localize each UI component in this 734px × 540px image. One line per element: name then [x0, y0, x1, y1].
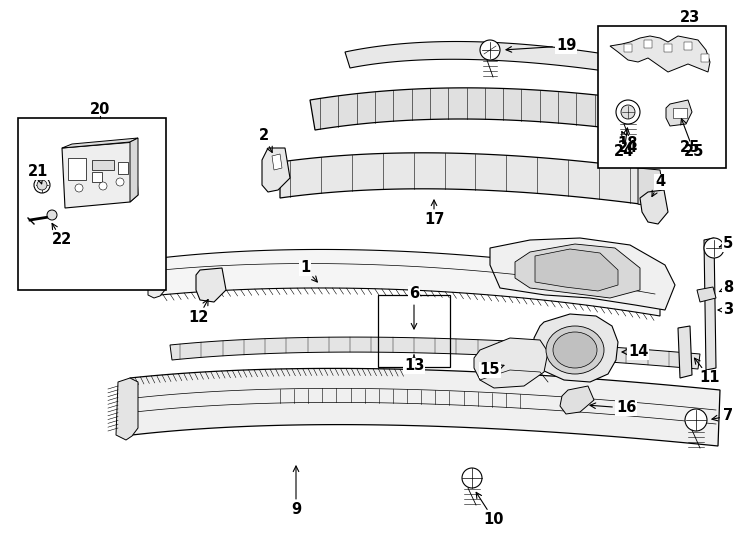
Text: 23: 23	[680, 10, 700, 25]
Polygon shape	[704, 238, 716, 370]
Circle shape	[47, 210, 57, 220]
Text: 11: 11	[694, 358, 720, 386]
Text: 16: 16	[590, 401, 636, 415]
Ellipse shape	[546, 326, 604, 374]
Text: 25: 25	[680, 140, 700, 156]
Text: 14: 14	[622, 345, 648, 360]
Polygon shape	[62, 142, 138, 208]
Polygon shape	[345, 42, 640, 76]
Polygon shape	[684, 42, 692, 50]
Polygon shape	[130, 138, 138, 202]
Polygon shape	[624, 44, 632, 52]
Circle shape	[685, 409, 707, 431]
Bar	[18, 118, 166, 290]
Text: 15: 15	[480, 362, 504, 377]
Bar	[68, 158, 86, 180]
Text: 20: 20	[90, 103, 110, 118]
Text: 21: 21	[28, 165, 48, 184]
Circle shape	[99, 182, 107, 190]
Text: 13: 13	[404, 355, 424, 374]
Text: 22: 22	[52, 224, 72, 247]
Polygon shape	[474, 338, 548, 388]
Polygon shape	[490, 238, 675, 310]
Circle shape	[480, 40, 500, 60]
Bar	[92, 172, 102, 182]
Text: 24: 24	[614, 128, 634, 159]
Polygon shape	[534, 314, 618, 382]
Circle shape	[75, 184, 83, 192]
Polygon shape	[678, 326, 692, 378]
Text: 25: 25	[681, 119, 704, 159]
Text: 3: 3	[718, 302, 733, 318]
Polygon shape	[610, 36, 710, 72]
Circle shape	[116, 178, 124, 186]
Bar	[92, 160, 114, 170]
Text: 6: 6	[409, 287, 419, 329]
Polygon shape	[170, 337, 700, 369]
Text: 1: 1	[300, 260, 317, 282]
Text: 8: 8	[719, 280, 733, 295]
Text: 19: 19	[506, 38, 576, 53]
Circle shape	[616, 100, 640, 124]
Circle shape	[704, 238, 724, 258]
Polygon shape	[272, 154, 282, 170]
Polygon shape	[701, 54, 709, 62]
Text: 4: 4	[652, 174, 665, 197]
Polygon shape	[664, 44, 672, 52]
Polygon shape	[515, 244, 640, 298]
Bar	[673, 108, 687, 118]
Circle shape	[621, 105, 635, 119]
Polygon shape	[62, 138, 138, 148]
Polygon shape	[130, 368, 720, 446]
Polygon shape	[697, 287, 716, 302]
Polygon shape	[560, 386, 594, 414]
Polygon shape	[116, 378, 138, 440]
Circle shape	[34, 177, 50, 193]
Polygon shape	[640, 190, 668, 224]
Polygon shape	[148, 258, 165, 298]
Polygon shape	[196, 268, 226, 302]
Polygon shape	[160, 249, 660, 316]
Ellipse shape	[553, 332, 597, 368]
Polygon shape	[638, 168, 665, 206]
Circle shape	[37, 180, 47, 190]
Polygon shape	[310, 88, 680, 137]
Text: 5: 5	[719, 237, 733, 252]
Text: 10: 10	[476, 492, 504, 528]
Polygon shape	[535, 249, 618, 291]
Bar	[118, 162, 128, 174]
Circle shape	[462, 468, 482, 488]
Polygon shape	[644, 40, 652, 48]
Bar	[378, 295, 450, 367]
Text: 18: 18	[618, 132, 639, 152]
Bar	[598, 26, 726, 168]
Text: 7: 7	[712, 408, 733, 423]
Text: 9: 9	[291, 466, 301, 517]
Polygon shape	[262, 148, 290, 192]
Text: 2: 2	[259, 129, 272, 152]
Text: 17: 17	[424, 200, 444, 227]
Text: 24: 24	[618, 140, 638, 156]
Polygon shape	[280, 153, 640, 204]
Polygon shape	[666, 100, 692, 126]
Text: 12: 12	[188, 300, 208, 326]
